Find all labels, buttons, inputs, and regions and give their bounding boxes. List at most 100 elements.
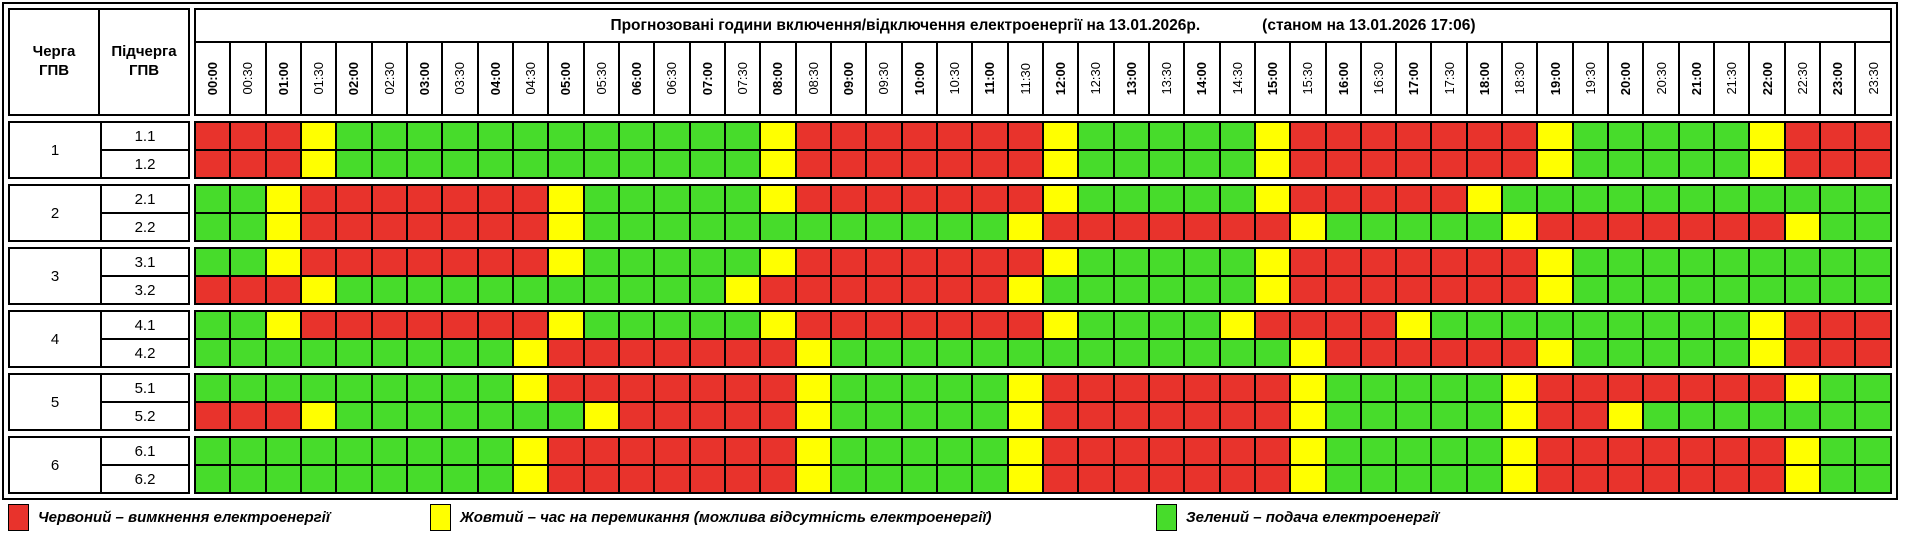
cell-4.1-22:00	[1748, 312, 1784, 338]
cell-4.2-02:00	[335, 340, 371, 366]
cell-1.2-18:30	[1501, 151, 1537, 177]
cell-1.1-11:30	[1006, 123, 1042, 149]
cell-4.1-16:00	[1324, 312, 1360, 338]
cell-3.2-12:30	[1077, 277, 1113, 303]
cell-4.1-05:30	[582, 312, 618, 338]
cell-2.1-05:30	[582, 186, 618, 212]
time-col-06:00: 06:00	[617, 43, 653, 114]
cell-6.1-13:30	[1147, 438, 1184, 464]
time-col-03:00: 03:00	[405, 43, 441, 114]
cell-4.2-17:00	[1395, 340, 1431, 366]
cell-2.1-01:00	[264, 186, 300, 212]
cell-5.2-10:30	[935, 403, 972, 429]
cell-1.1-13:00	[1112, 123, 1148, 149]
power-schedule-table: Черга ГПВ Підчерга ГПВ Прогнозовані годи…	[2, 2, 1898, 500]
cell-4.1-21:30	[1713, 312, 1749, 338]
cell-6.2-16:00	[1324, 466, 1360, 492]
cell-3.1-16:00	[1324, 249, 1360, 275]
time-col-19:30: 19:30	[1571, 43, 1607, 114]
cell-1.2-19:30	[1571, 151, 1608, 177]
time-col-14:30: 14:30	[1218, 43, 1254, 114]
cell-6.2-06:00	[617, 466, 654, 492]
time-label: 20:30	[1653, 62, 1669, 95]
cell-5.2-06:30	[653, 403, 689, 429]
cell-6.2-14:00	[1183, 466, 1219, 492]
cell-6.2-17:30	[1430, 466, 1466, 492]
queue-group-5: 5 5.1 5.2	[8, 373, 1892, 431]
cell-1.2-11:00	[971, 151, 1007, 177]
time-col-20:30: 20:30	[1642, 43, 1677, 114]
cell-3.1-19:30	[1571, 249, 1608, 275]
cell-6.2-19:00	[1536, 466, 1572, 492]
cell-5.2-16:30	[1359, 403, 1396, 429]
time-label: 21:30	[1724, 62, 1740, 95]
cell-6.2-11:30	[1006, 466, 1042, 492]
cell-6.2-15:00	[1253, 466, 1290, 492]
cell-5.2-04:00	[476, 403, 512, 429]
cell-6.2-21:00	[1677, 466, 1714, 492]
cell-1.1-04:00	[476, 123, 512, 149]
cell-6.1-18:00	[1465, 438, 1502, 464]
cell-1.1-06:30	[653, 123, 689, 149]
cell-5.1-01:00	[264, 375, 300, 401]
cell-2.2-07:30	[723, 214, 760, 240]
cell-1.1-02:30	[370, 123, 406, 149]
cell-2.2-21:00	[1677, 214, 1714, 240]
cell-2.2-22:00	[1748, 214, 1784, 240]
legend-swatch-Y	[430, 504, 451, 531]
queue-group-left-box: 3 3.1 3.2	[8, 247, 190, 305]
cell-2.2-07:00	[688, 214, 724, 240]
cell-2.2-05:00	[547, 214, 583, 240]
time-col-03:30: 03:30	[441, 43, 476, 114]
cell-5.1-07:30	[723, 375, 760, 401]
queue-group-left-box: 4 4.1 4.2	[8, 310, 190, 368]
cell-2.1-00:00	[196, 186, 230, 212]
cell-3.2-16:00	[1324, 277, 1360, 303]
cell-5.1-05:30	[582, 375, 618, 401]
cell-6.1-05:00	[547, 438, 583, 464]
cell-1.1-22:30	[1783, 123, 1820, 149]
cell-5.2-19:00	[1536, 403, 1572, 429]
cell-6.1-03:30	[441, 438, 477, 464]
cell-1.2-20:30	[1642, 151, 1678, 177]
cell-6.1-10:00	[900, 438, 936, 464]
cell-3.2-21:00	[1677, 277, 1714, 303]
cell-4.1-04:00	[476, 312, 512, 338]
cell-5.2-21:30	[1713, 403, 1749, 429]
cell-5.1-10:00	[900, 375, 936, 401]
cell-1.2-21:30	[1713, 151, 1749, 177]
queue-label: 1	[10, 123, 102, 177]
queue-group-left-box: 5 5.1 5.2	[8, 373, 190, 431]
cell-5.1-08:30	[794, 375, 830, 401]
cell-5.1-18:30	[1501, 375, 1537, 401]
cell-3.2-07:00	[688, 277, 724, 303]
cell-6.1-21:00	[1677, 438, 1714, 464]
time-col-16:00: 16:00	[1324, 43, 1360, 114]
schedule-row-4.2	[196, 338, 1890, 366]
cell-6.2-23:00	[1819, 466, 1855, 492]
cell-2.1-16:00	[1324, 186, 1360, 212]
cell-2.1-18:00	[1465, 186, 1502, 212]
cell-6.1-22:30	[1783, 438, 1820, 464]
cell-2.2-12:30	[1077, 214, 1113, 240]
cell-5.1-11:00	[971, 375, 1007, 401]
cell-6.2-22:30	[1783, 466, 1820, 492]
cell-5.1-00:00	[196, 375, 230, 401]
cell-6.1-15:30	[1289, 438, 1325, 464]
cell-1.2-07:30	[723, 151, 760, 177]
legend-item-R: Червоний – вимкнення електроенергії	[8, 504, 430, 531]
cell-4.1-14:00	[1183, 312, 1219, 338]
cell-3.1-18:30	[1501, 249, 1537, 275]
cell-5.2-05:00	[547, 403, 583, 429]
cell-4.1-18:30	[1501, 312, 1537, 338]
cell-3.2-16:30	[1359, 277, 1396, 303]
cell-1.1-18:30	[1501, 123, 1537, 149]
cell-2.1-23:30	[1854, 186, 1890, 212]
cell-1.1-07:30	[723, 123, 760, 149]
cell-3.2-09:30	[865, 277, 901, 303]
cell-3.2-20:00	[1607, 277, 1643, 303]
table-header: Черга ГПВ Підчерга ГПВ Прогнозовані годи…	[8, 8, 1892, 116]
cell-5.2-11:00	[971, 403, 1007, 429]
cell-2.1-20:30	[1642, 186, 1678, 212]
subqueue-label-6.1: 6.1	[134, 442, 156, 460]
